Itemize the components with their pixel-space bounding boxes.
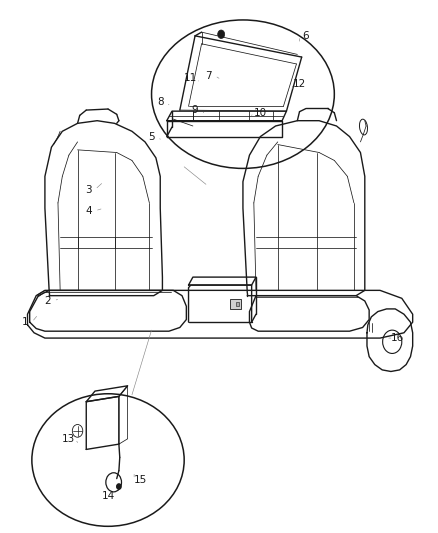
FancyBboxPatch shape bbox=[236, 302, 240, 306]
Text: 14: 14 bbox=[101, 490, 115, 500]
Text: 1: 1 bbox=[22, 317, 28, 327]
Text: 3: 3 bbox=[85, 184, 92, 195]
Text: 9: 9 bbox=[192, 105, 198, 115]
Text: 15: 15 bbox=[134, 475, 147, 484]
FancyBboxPatch shape bbox=[230, 300, 241, 309]
Text: 4: 4 bbox=[85, 206, 92, 216]
Text: 5: 5 bbox=[148, 132, 155, 142]
Text: 16: 16 bbox=[391, 333, 404, 343]
Text: 13: 13 bbox=[62, 434, 75, 444]
Text: 12: 12 bbox=[293, 78, 306, 88]
Text: 7: 7 bbox=[205, 70, 212, 80]
Circle shape bbox=[218, 30, 225, 38]
Text: 10: 10 bbox=[254, 108, 267, 118]
Text: 6: 6 bbox=[303, 31, 309, 41]
Text: 11: 11 bbox=[184, 73, 198, 83]
Text: 2: 2 bbox=[44, 296, 50, 306]
Circle shape bbox=[117, 484, 121, 489]
Text: 8: 8 bbox=[157, 97, 163, 107]
